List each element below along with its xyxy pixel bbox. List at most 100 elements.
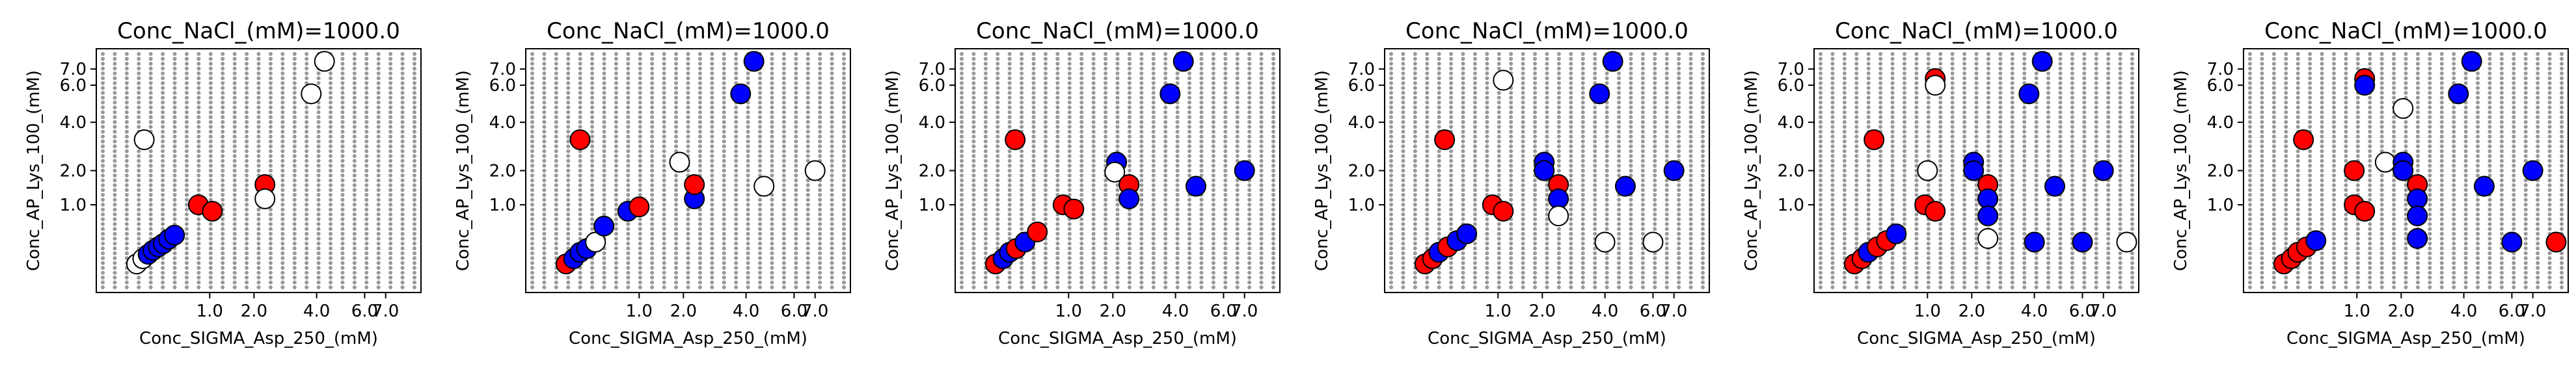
grid-dot [1007,125,1012,129]
grid-dot [674,251,679,255]
grid-dot [662,125,666,129]
grid-dot [1104,81,1108,85]
grid-dot [305,256,309,261]
grid-dot [148,183,153,187]
grid-dot [1593,212,1597,216]
grid-dot [364,168,369,173]
grid-dot [1223,164,1228,168]
grid-dot [1151,149,1156,153]
grid-dot [806,90,810,95]
grid-dot [1545,120,1549,124]
grid-dot [1413,120,1417,124]
grid-dot [1461,81,1465,85]
grid-dot [746,192,750,197]
grid-dot [996,57,1000,61]
grid-dot [1199,144,1204,149]
grid-dot [1127,100,1132,105]
grid-dot [161,86,165,90]
grid-dot [734,159,739,163]
grid-dot [842,183,846,187]
grid-dot [1449,276,1454,280]
grid-dot [698,231,702,236]
grid-dot [256,86,261,90]
grid-dot [686,86,690,90]
grid-dot [602,71,606,75]
grid-dot [1175,251,1180,255]
grid-dot [256,100,261,105]
grid-dot [256,241,261,246]
grid-dot [781,237,786,241]
grid-dot [101,212,105,216]
grid-dot [734,66,739,71]
grid-dot [208,90,213,95]
x-tick-label: 1.0 [197,302,223,321]
grid-dot [734,61,739,66]
grid-dot [1020,154,1024,159]
grid-dot [1425,100,1430,105]
grid-dot [734,280,739,285]
grid-dot [1545,188,1549,192]
grid-dot [566,120,571,124]
grid-dot [400,285,405,289]
grid-dot [818,261,822,265]
grid-dot [137,154,141,159]
grid-dot [960,120,964,124]
grid-dot [842,115,846,120]
grid-dot [1509,110,1513,114]
grid-dot [232,135,237,139]
grid-dot [413,266,416,270]
grid-dot [1175,207,1180,212]
grid-dot [590,125,595,129]
grid-dot [614,270,618,275]
grid-dot [554,96,558,100]
grid-dot [650,251,655,255]
grid-dot [340,125,345,129]
grid-dot [794,81,798,85]
grid-dot [161,125,165,129]
grid-dot [794,285,798,289]
grid-dot [148,178,153,183]
grid-dot [1199,231,1204,236]
grid-dot [1461,173,1465,177]
grid-dot [710,192,714,197]
grid-dot [1425,52,1430,56]
grid-dot [292,129,297,134]
grid-dot [1509,270,1513,275]
grid-dot [1163,168,1168,173]
grid-dot [256,159,261,163]
grid-dot [388,76,393,81]
grid-dot [1271,61,1275,66]
grid-dot [794,144,798,149]
grid-dot [650,237,655,241]
grid-dot [626,237,630,241]
grid-dot [1605,280,1609,285]
grid-dot [818,207,822,212]
grid-dot [626,280,630,285]
grid-dot [292,110,297,114]
grid-dot [113,198,117,202]
grid-dot [542,110,547,114]
grid-dot [614,120,618,124]
grid-dot [148,276,153,280]
grid-dot [614,202,618,207]
grid-dot [172,280,177,285]
x-axis-label: Conc_SIGMA_Asp_250_(mM) [139,329,378,348]
grid-dot [710,115,714,120]
grid-dot [1413,105,1417,110]
grid-dot [1569,149,1573,153]
grid-dot [996,66,1000,71]
grid-dot [1187,222,1192,226]
grid-dot [830,251,834,255]
grid-dot [388,212,393,216]
grid-dot [280,202,285,207]
grid-dot [1115,115,1120,120]
grid-dot [400,270,405,275]
grid-dot [245,66,249,71]
grid-dot [245,115,249,120]
grid-dot [184,61,189,66]
grid-dot [1533,110,1538,114]
grid-dot [329,246,333,251]
grid-dot [1151,207,1156,212]
grid-dot [280,207,285,212]
grid-dot [137,198,141,202]
